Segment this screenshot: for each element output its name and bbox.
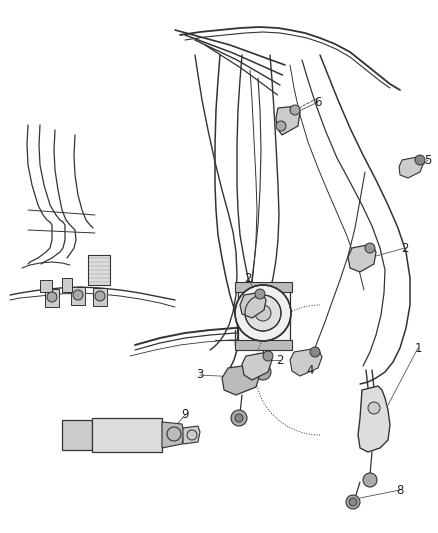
Text: 1: 1 <box>414 342 422 354</box>
Polygon shape <box>238 285 290 342</box>
Circle shape <box>235 414 243 422</box>
Polygon shape <box>276 106 300 135</box>
Circle shape <box>415 155 425 165</box>
Circle shape <box>73 290 83 300</box>
Circle shape <box>368 402 380 414</box>
Circle shape <box>276 121 286 131</box>
Polygon shape <box>222 364 260 395</box>
Circle shape <box>349 498 357 506</box>
Text: 9: 9 <box>181 408 189 422</box>
Polygon shape <box>290 348 322 376</box>
Circle shape <box>231 410 247 426</box>
Circle shape <box>235 285 291 341</box>
Text: 2: 2 <box>244 271 252 285</box>
Polygon shape <box>358 386 390 452</box>
Polygon shape <box>183 426 200 444</box>
Circle shape <box>310 347 320 357</box>
Polygon shape <box>399 156 424 178</box>
Polygon shape <box>162 422 184 448</box>
Circle shape <box>255 289 265 299</box>
Circle shape <box>245 295 281 331</box>
Circle shape <box>363 473 377 487</box>
Polygon shape <box>235 282 292 292</box>
Text: 2: 2 <box>401 241 409 254</box>
Circle shape <box>290 105 300 115</box>
Polygon shape <box>242 352 272 380</box>
Polygon shape <box>40 280 52 292</box>
Circle shape <box>263 351 273 361</box>
Polygon shape <box>71 287 85 305</box>
Text: 3: 3 <box>196 368 204 382</box>
Text: 5: 5 <box>424 154 432 166</box>
Polygon shape <box>348 244 376 272</box>
Circle shape <box>255 305 271 321</box>
Circle shape <box>95 291 105 301</box>
Polygon shape <box>92 418 162 452</box>
Circle shape <box>346 495 360 509</box>
Text: 8: 8 <box>396 483 404 497</box>
Text: 6: 6 <box>314 95 322 109</box>
Polygon shape <box>45 289 59 307</box>
Circle shape <box>365 243 375 253</box>
Circle shape <box>255 364 271 380</box>
Polygon shape <box>93 288 107 306</box>
Polygon shape <box>62 278 72 292</box>
Text: 4: 4 <box>306 364 314 376</box>
Polygon shape <box>235 340 292 350</box>
Polygon shape <box>88 255 110 285</box>
Circle shape <box>47 292 57 302</box>
Text: 2: 2 <box>276 353 284 367</box>
Polygon shape <box>62 420 92 450</box>
Polygon shape <box>240 292 266 318</box>
